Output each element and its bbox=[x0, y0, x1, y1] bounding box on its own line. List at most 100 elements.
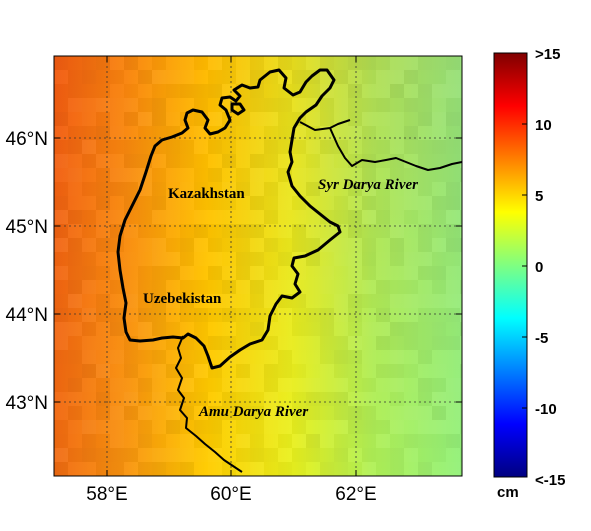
map-pixel bbox=[250, 280, 264, 294]
map-pixel bbox=[194, 70, 208, 84]
map-pixel bbox=[250, 322, 264, 336]
map-pixel bbox=[166, 308, 180, 322]
map-pixel bbox=[362, 392, 376, 406]
map-pixel bbox=[82, 154, 96, 168]
map-pixel bbox=[334, 56, 348, 70]
map-pixel bbox=[362, 434, 376, 448]
map-pixel bbox=[320, 112, 334, 126]
map-pixel bbox=[348, 336, 362, 350]
map-pixel bbox=[138, 448, 152, 462]
map-pixel bbox=[390, 434, 404, 448]
map-pixel bbox=[194, 154, 208, 168]
map-pixel bbox=[460, 196, 462, 210]
map-pixel bbox=[250, 196, 264, 210]
map-pixel bbox=[460, 238, 462, 252]
map-pixel bbox=[264, 420, 278, 434]
map-pixel bbox=[54, 84, 68, 98]
map-pixel bbox=[376, 238, 390, 252]
map-pixel bbox=[418, 112, 432, 126]
map-pixel bbox=[110, 70, 124, 84]
map-pixel bbox=[362, 252, 376, 266]
map-pixel bbox=[110, 420, 124, 434]
map-pixel bbox=[124, 70, 138, 84]
map-pixel bbox=[208, 322, 222, 336]
map-pixel bbox=[446, 322, 460, 336]
map-pixel bbox=[418, 350, 432, 364]
map-pixel bbox=[446, 308, 460, 322]
map-pixel bbox=[96, 266, 110, 280]
map-pixel bbox=[152, 308, 166, 322]
map-pixel bbox=[348, 364, 362, 378]
map-pixel bbox=[264, 196, 278, 210]
map-pixel bbox=[250, 434, 264, 448]
map-pixel bbox=[208, 112, 222, 126]
map-pixel bbox=[390, 98, 404, 112]
map-pixel bbox=[166, 252, 180, 266]
map-pixel bbox=[376, 224, 390, 238]
map-pixel bbox=[334, 210, 348, 224]
map-pixel bbox=[138, 420, 152, 434]
map-pixel bbox=[446, 168, 460, 182]
map-pixel bbox=[138, 336, 152, 350]
map-pixel bbox=[306, 224, 320, 238]
map-pixel bbox=[460, 336, 462, 350]
map-pixel bbox=[96, 322, 110, 336]
map-pixel bbox=[68, 84, 82, 98]
map-pixel bbox=[222, 154, 236, 168]
map-pixel bbox=[68, 378, 82, 392]
map-pixel bbox=[236, 252, 250, 266]
map-pixel bbox=[432, 210, 446, 224]
map-pixel bbox=[250, 224, 264, 238]
map-pixel bbox=[152, 392, 166, 406]
map-pixel bbox=[96, 140, 110, 154]
map-pixel bbox=[194, 210, 208, 224]
map-pixel bbox=[180, 210, 194, 224]
map-pixel bbox=[68, 98, 82, 112]
map-pixel bbox=[362, 266, 376, 280]
map-pixel bbox=[292, 56, 306, 70]
map-pixel bbox=[110, 350, 124, 364]
map-pixel bbox=[208, 434, 222, 448]
map-pixel bbox=[278, 462, 292, 476]
map-pixel bbox=[124, 112, 138, 126]
map-pixel bbox=[250, 266, 264, 280]
map-pixel bbox=[138, 462, 152, 476]
map-pixel bbox=[194, 140, 208, 154]
map-pixel bbox=[446, 210, 460, 224]
map-pixel bbox=[432, 126, 446, 140]
map-pixel bbox=[68, 294, 82, 308]
map-pixel bbox=[334, 462, 348, 476]
map-pixel bbox=[362, 378, 376, 392]
map-pixel bbox=[404, 112, 418, 126]
map-pixel bbox=[362, 406, 376, 420]
map-pixel bbox=[460, 56, 462, 70]
map-pixel bbox=[54, 70, 68, 84]
map-pixel bbox=[404, 392, 418, 406]
map-pixel bbox=[250, 294, 264, 308]
map-pixel bbox=[222, 56, 236, 70]
map-pixel bbox=[348, 378, 362, 392]
map-pixel bbox=[264, 434, 278, 448]
map-pixel bbox=[264, 182, 278, 196]
map-pixel bbox=[152, 56, 166, 70]
map-pixel bbox=[222, 336, 236, 350]
amu-darya-river-line bbox=[175, 335, 243, 473]
map-pixel bbox=[54, 238, 68, 252]
map-pixel bbox=[432, 308, 446, 322]
map-pixel bbox=[138, 56, 152, 70]
map-pixel bbox=[320, 420, 334, 434]
map-pixel bbox=[362, 294, 376, 308]
map-pixel bbox=[166, 434, 180, 448]
map-pixel bbox=[152, 196, 166, 210]
map-pixel bbox=[68, 238, 82, 252]
map-pixel bbox=[348, 238, 362, 252]
map-pixel bbox=[278, 336, 292, 350]
map-pixel bbox=[54, 350, 68, 364]
map-pixel bbox=[362, 196, 376, 210]
map-pixel bbox=[292, 308, 306, 322]
map-pixel bbox=[418, 322, 432, 336]
map-pixel bbox=[250, 140, 264, 154]
map-pixel bbox=[54, 56, 68, 70]
map-pixel bbox=[446, 266, 460, 280]
map-pixel bbox=[362, 56, 376, 70]
